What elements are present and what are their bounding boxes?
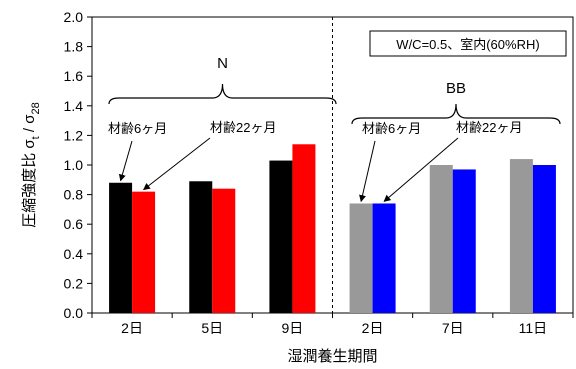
bar [349, 203, 373, 313]
bar [189, 181, 213, 313]
bar [292, 144, 316, 313]
bar [452, 169, 476, 313]
y-axis-title-part: σ [21, 114, 38, 124]
y-axis-title: 圧縮強度比 σt / σ28 [21, 102, 42, 228]
bar [509, 159, 533, 313]
bar [269, 160, 293, 313]
bar [532, 165, 556, 313]
annotation-arrow [143, 137, 211, 191]
annotation-label: 材齢6ヶ月 [362, 121, 421, 136]
y-axis-title-part: σ [21, 139, 38, 149]
x-tick-label: 2日 [121, 320, 143, 336]
annotation-label: 材齢22ヶ月 [456, 120, 522, 135]
bar [212, 188, 236, 313]
bar [429, 165, 453, 313]
group-brace [351, 103, 561, 125]
y-axis-title-part: 28 [30, 102, 42, 114]
bar [109, 182, 133, 313]
plot-area: 0.0 0.2 0.4 0.6 0.8 1.0 1.2 1.4 1.6 1.8 2.0 2日 5日 9日 2… [21, 9, 574, 365]
annotation-label: 材齢22ヶ月 [210, 120, 276, 135]
condition-label: W/C=0.5、室内(60%RH) [396, 37, 539, 52]
y-tick-label: 1.0 [64, 157, 84, 173]
x-axis-title: 湿潤養生期間 [287, 348, 377, 365]
y-tick-label: 1.2 [64, 127, 84, 143]
annotation-arrow [359, 140, 376, 203]
y-tick-label: 0.4 [64, 246, 84, 262]
group-label: N [217, 55, 228, 72]
annotation-arrow [383, 137, 459, 202]
annotation-arrow [118, 140, 133, 182]
y-tick-label: 0.2 [64, 275, 84, 291]
x-tick-label: 11日 [519, 320, 548, 336]
bar [372, 203, 396, 313]
y-axis-title-part: 圧縮強度比 [21, 153, 38, 228]
x-tick-label: 2日 [362, 320, 384, 336]
group-brace [108, 83, 337, 105]
x-tick-label: 5日 [201, 320, 223, 336]
bar [132, 191, 156, 313]
y-tick-label: 0.6 [64, 216, 84, 232]
y-tick-label: 1.8 [64, 39, 84, 55]
y-tick-label: 0.8 [64, 187, 84, 203]
y-tick-label: 1.6 [64, 68, 84, 84]
annotation-label: 材齢6ヶ月 [108, 121, 167, 136]
y-tick-label: 1.4 [64, 98, 84, 114]
y-tick-label: 2.0 [64, 9, 84, 25]
y-axis-title-part: / [21, 124, 38, 137]
condition-box [369, 30, 567, 57]
x-tick-label: 9日 [282, 320, 304, 336]
x-tick-label: 7日 [442, 320, 464, 336]
y-axis-title-part: t [30, 136, 42, 139]
y-tick-label: 0.0 [64, 305, 84, 321]
group-label: BB [446, 80, 466, 97]
